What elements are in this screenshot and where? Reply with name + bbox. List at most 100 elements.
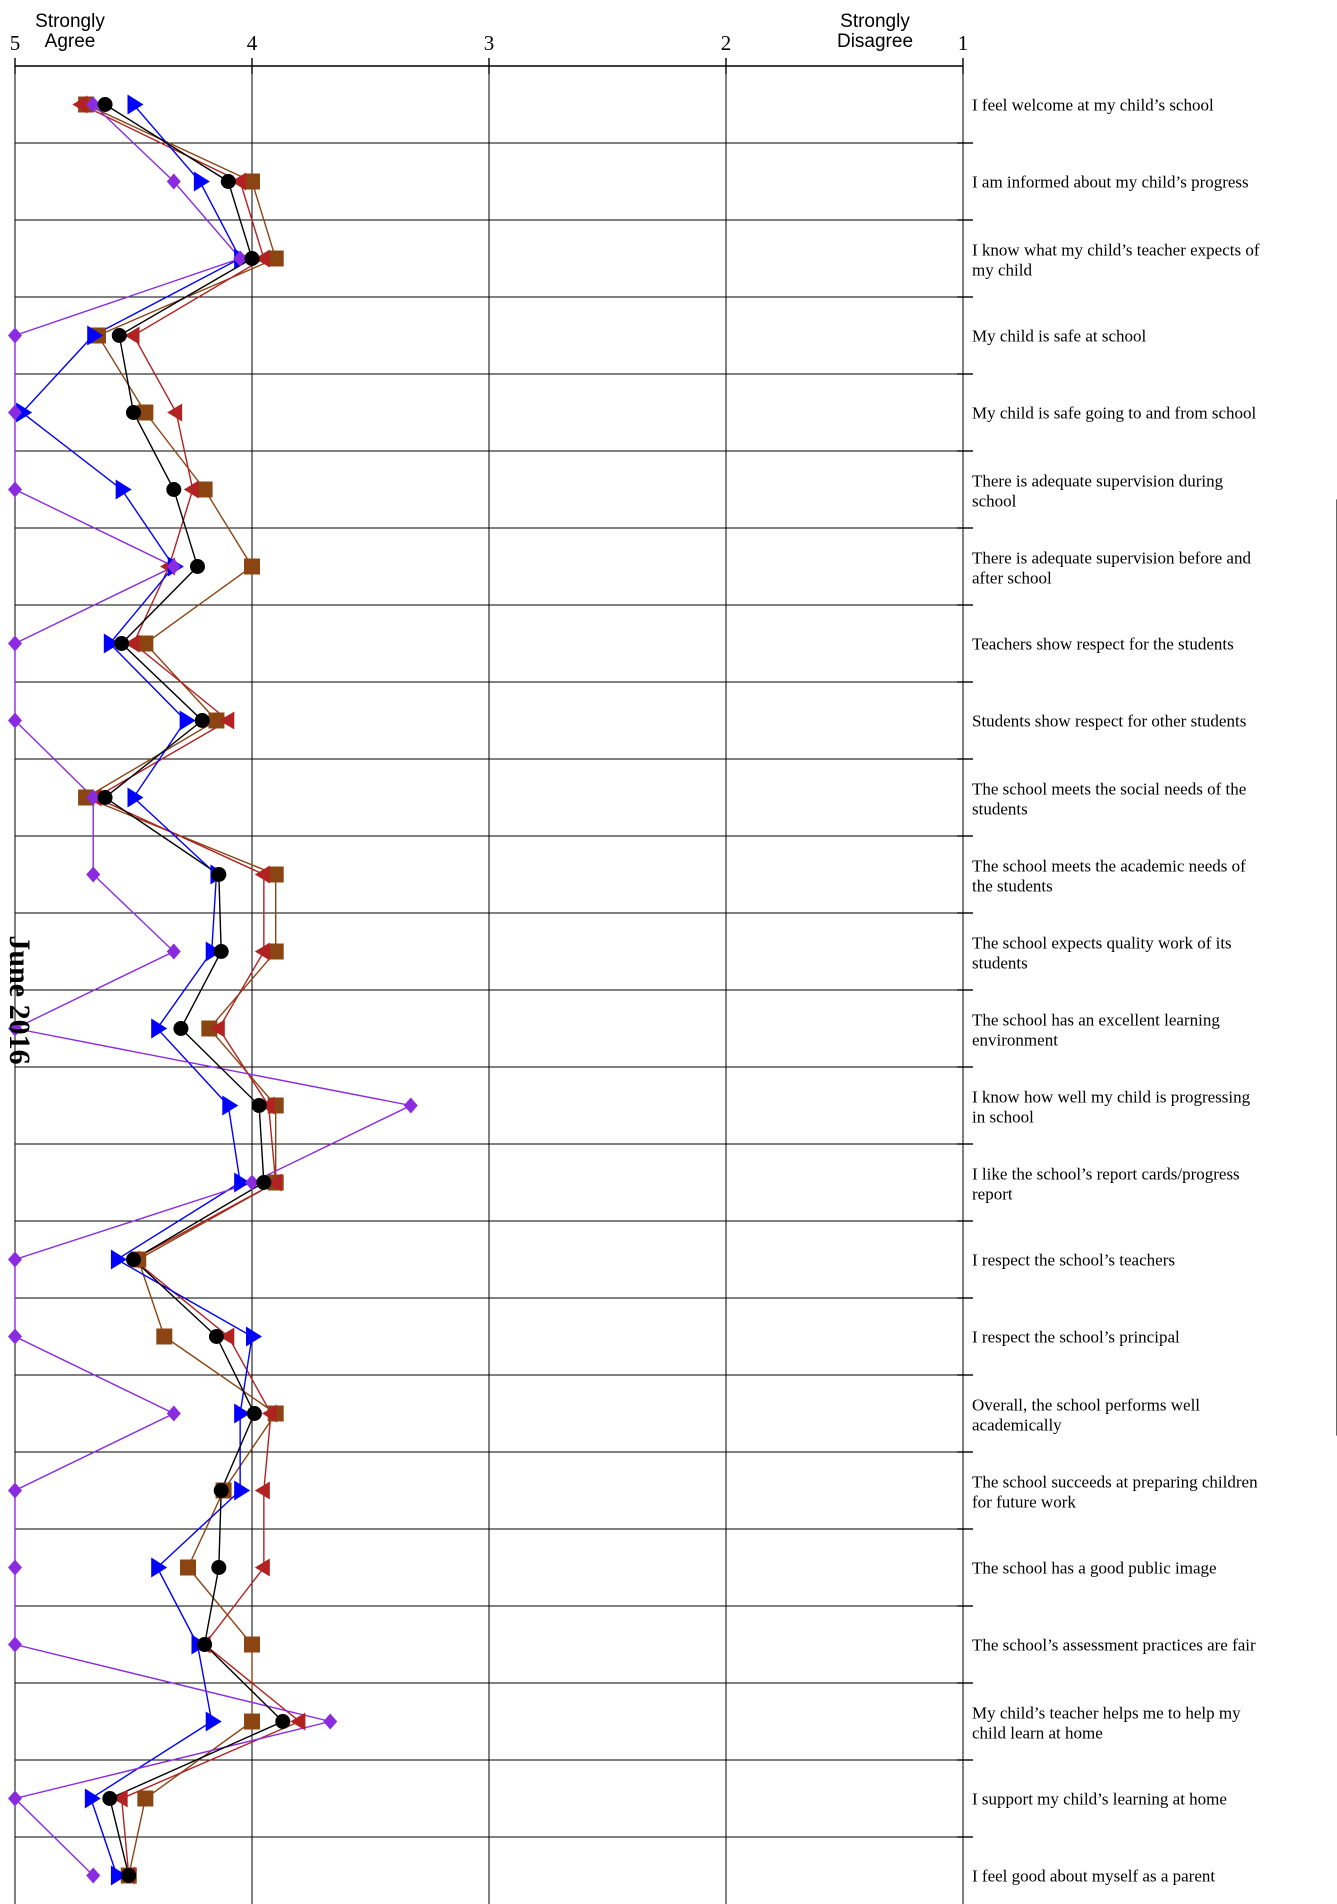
triangle-left-marker <box>254 1558 270 1577</box>
question-label: school <box>972 492 1017 511</box>
question-label: I know what my child’s teacher expects o… <box>972 241 1260 260</box>
triangle-right-marker <box>127 94 144 115</box>
series-line <box>103 103 285 1876</box>
triangle-right-marker <box>84 1788 101 1809</box>
question-label: The school succeeds at preparing childre… <box>972 1473 1258 1492</box>
triangle-right-marker <box>234 1172 251 1193</box>
question-label: I feel good about myself as a parent <box>972 1867 1215 1886</box>
circle-marker <box>126 1252 141 1267</box>
triangle-left-marker <box>231 172 247 191</box>
diamond-marker <box>8 635 22 652</box>
diamond-marker <box>8 404 22 421</box>
question-label: The school meets the academic needs of <box>972 857 1246 876</box>
square-marker <box>208 712 225 729</box>
triangle-left-marker <box>183 480 199 499</box>
square-marker <box>201 1020 218 1037</box>
circle-marker <box>166 482 182 497</box>
triangle-left-marker <box>254 942 270 961</box>
diamond-marker <box>8 481 22 498</box>
diamond-marker <box>86 1867 101 1884</box>
question-label: The school’s assessment practices are fa… <box>972 1636 1256 1655</box>
grid <box>14 66 964 1904</box>
triangle-left-marker <box>72 95 88 114</box>
question-label: environment <box>972 1031 1058 1050</box>
question-label: The school has an excellent learning <box>972 1011 1220 1030</box>
triangle-right-marker <box>151 1018 168 1039</box>
triangle-right-marker <box>246 1326 262 1347</box>
triangle-right-marker <box>151 1557 168 1578</box>
question-label: after school <box>972 569 1052 588</box>
side-label: June 2016 <box>3 935 36 1064</box>
circle-marker <box>244 251 260 266</box>
diamond-marker <box>8 1559 22 1576</box>
circle-marker <box>114 636 130 651</box>
question-label: My child’s teacher helps me to help my <box>972 1704 1241 1723</box>
question-label: students <box>972 954 1028 973</box>
triangle-left-marker <box>290 1712 306 1731</box>
diamond-marker <box>245 1174 259 1191</box>
question-label: I like the school’s report cards/progres… <box>972 1165 1240 1184</box>
square-marker <box>244 173 260 190</box>
circle-marker <box>251 1098 267 1113</box>
circle-marker <box>121 1868 137 1883</box>
question-label: for future work <box>972 1493 1076 1512</box>
diamond-marker <box>8 712 22 729</box>
series-line <box>21 104 253 1876</box>
question-label: report <box>972 1185 1013 1204</box>
question-label: my child <box>972 261 1032 280</box>
question-label: My child is safe at school <box>972 327 1146 346</box>
triangle-left-marker <box>254 249 270 268</box>
question-label: I know how well my child is progressing <box>972 1088 1251 1107</box>
question-label: The school expects quality work of its <box>972 934 1232 953</box>
series-line <box>81 103 301 1876</box>
triangle-left-marker <box>254 865 270 884</box>
square-marker <box>137 635 154 652</box>
question-label: students <box>972 800 1028 819</box>
diamond-marker <box>166 943 181 960</box>
right-anchor-label: Disagree <box>837 31 913 52</box>
triangle-right-marker <box>16 402 33 423</box>
circle-marker <box>197 1637 213 1652</box>
triangle-left-marker <box>219 1327 235 1346</box>
question-label: There is adequate supervision before and <box>972 549 1251 568</box>
triangle-right-marker <box>115 479 132 500</box>
diamond-marker <box>8 327 22 344</box>
triangle-right-marker <box>103 633 120 654</box>
triangle-left-marker <box>261 1404 277 1423</box>
triangle-right-marker <box>222 1095 239 1116</box>
circle-marker <box>213 944 229 959</box>
question-label: I respect the school’s principal <box>972 1328 1180 1347</box>
circle-marker <box>275 1714 291 1729</box>
triangle-left-marker <box>209 1019 225 1038</box>
square-marker <box>156 1328 173 1345</box>
circle-marker <box>126 405 141 420</box>
diamond-marker <box>86 96 101 113</box>
diamond-marker <box>8 1251 22 1268</box>
series-line <box>84 103 277 1876</box>
diamond-marker <box>166 1405 181 1422</box>
question-label: Students show respect for other students <box>972 712 1246 731</box>
circle-marker <box>111 328 127 343</box>
question-label: in school <box>972 1108 1034 1127</box>
square-marker <box>137 404 154 421</box>
question-label: I support my child’s learning at home <box>972 1790 1227 1809</box>
circle-marker <box>213 1483 229 1498</box>
circle-marker <box>194 713 210 728</box>
circle-marker <box>208 1329 224 1344</box>
triangle-right-marker <box>127 787 144 808</box>
triangle-left-marker <box>124 326 140 345</box>
square-marker <box>267 250 284 267</box>
question-label: Teachers show respect for the students <box>972 635 1234 654</box>
triangle-left-marker <box>266 1173 282 1192</box>
triangle-left-marker <box>112 1789 128 1808</box>
question-label: child learn at home <box>972 1724 1103 1743</box>
square-marker <box>137 1790 154 1807</box>
diamond-marker <box>8 1482 22 1499</box>
triangle-right-marker <box>193 171 210 192</box>
question-label: My child is safe going to and from schoo… <box>972 404 1257 423</box>
square-marker <box>244 558 260 575</box>
diamond-marker <box>8 1790 22 1807</box>
square-marker <box>180 1559 197 1576</box>
